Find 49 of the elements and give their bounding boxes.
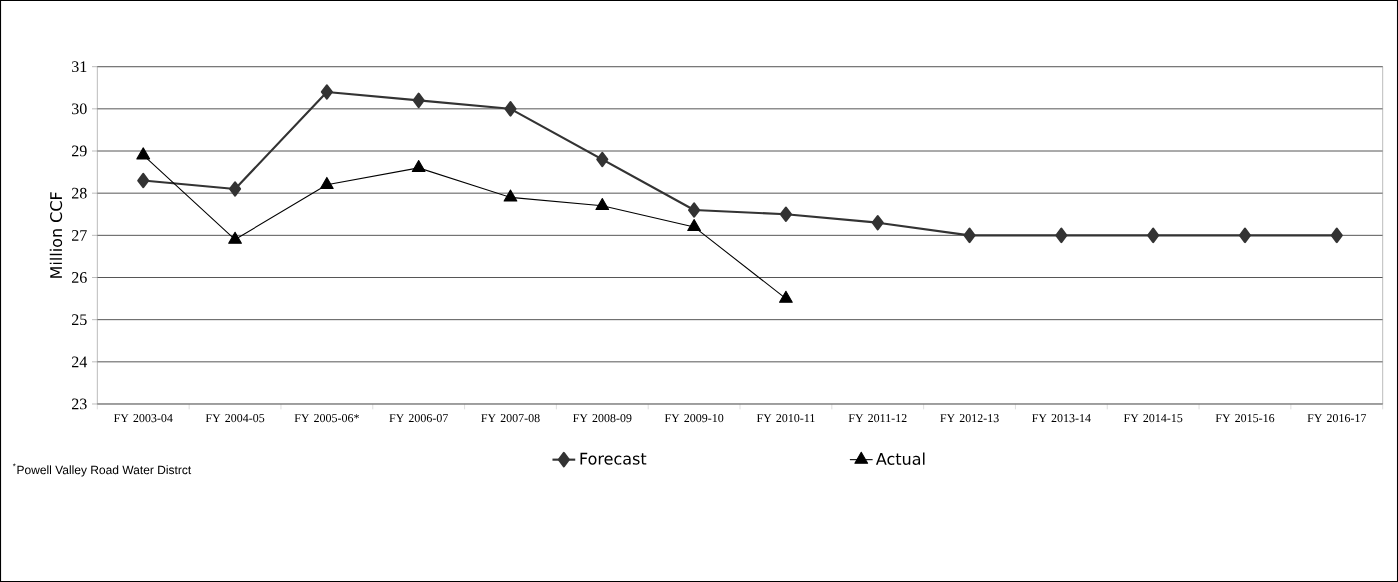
y-tick-label: 29	[72, 145, 87, 157]
point	[137, 172, 150, 189]
point	[596, 151, 609, 168]
point	[687, 219, 701, 232]
y-tick-label: 26	[72, 272, 87, 283]
point	[595, 197, 610, 211]
point	[688, 202, 701, 218]
legend-label: Forecast	[580, 452, 647, 465]
point	[411, 160, 426, 173]
x-tick-label: FY 2012-13	[940, 414, 999, 423]
x-tick-label: FY 2016-17	[1307, 414, 1367, 423]
y-tick-label: 28	[72, 187, 87, 199]
point	[779, 206, 792, 222]
point	[504, 101, 517, 117]
x-tick-label: FY 2004-05	[205, 414, 265, 423]
y-tick-label: 27	[72, 230, 87, 241]
x-tick-label: FY 2009-10	[664, 414, 724, 423]
point	[503, 189, 518, 202]
x-tick-label: FY 2007-08	[481, 414, 540, 423]
point	[1147, 227, 1160, 244]
x-tick-label: FY 2014-15	[1123, 414, 1183, 423]
point	[779, 290, 793, 303]
point	[320, 84, 333, 100]
point	[228, 231, 242, 244]
x-tick-label: FY 2005-06*	[294, 414, 359, 423]
point	[136, 147, 151, 160]
text: $^{*}$Powell Valley Road Water Distrct	[12, 463, 192, 477]
x-tick-label: FY 2006-07	[389, 414, 448, 423]
x-tick-label: FY 2010-11	[756, 414, 815, 423]
x-tick-label: FY 2008-09	[572, 414, 632, 423]
point	[1055, 227, 1068, 244]
legend-label: Actual	[875, 452, 925, 465]
x-tick-label: FY 2003-04	[113, 414, 173, 423]
y-tick-label: 30	[72, 103, 87, 115]
point	[963, 227, 976, 244]
y-tick-label: 31	[72, 61, 87, 73]
x-tick-label: FY 2011-12	[848, 414, 907, 423]
y-axis-title: Million CCF	[49, 192, 63, 278]
point	[1330, 227, 1343, 244]
y-tick-label: 24	[72, 356, 88, 368]
y-tick-label: 25	[72, 314, 87, 326]
y-tick-label: 23	[72, 398, 87, 410]
point	[1238, 227, 1252, 244]
point	[412, 92, 425, 109]
point	[319, 176, 334, 189]
point	[228, 181, 242, 197]
point	[871, 214, 884, 231]
x-tick-label: FY 2013-14	[1032, 414, 1091, 423]
x-tick-label: FY 2015-16	[1215, 414, 1275, 423]
